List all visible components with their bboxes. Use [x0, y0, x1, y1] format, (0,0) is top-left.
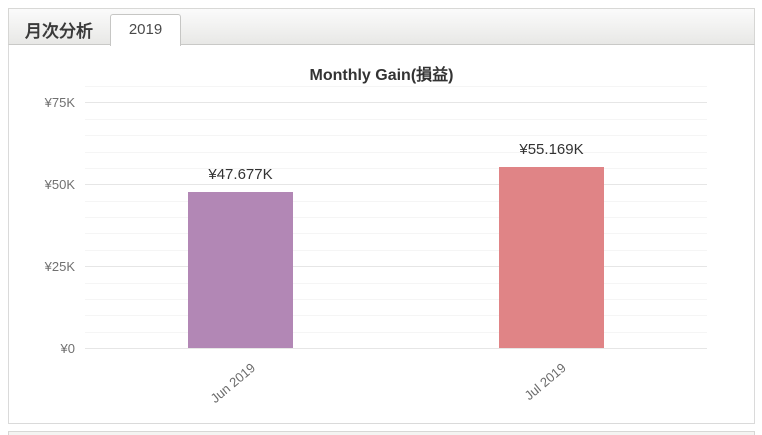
minor-gridline-35	[85, 233, 707, 235]
major-gridline-50	[85, 184, 707, 186]
bar-jun-2019[interactable]	[188, 191, 293, 348]
x-axis-label-jun-2019: Jun 2019	[207, 360, 259, 406]
minor-gridline-30	[85, 249, 707, 251]
minor-gridline-60	[85, 151, 707, 153]
minor-gridline-45	[85, 200, 707, 202]
minor-gridline-80	[85, 86, 707, 87]
y-axis-label-50: ¥50K	[44, 177, 75, 193]
panel-header: 月次分析 2019	[8, 8, 755, 46]
minor-gridline-65	[85, 135, 707, 137]
y-axis-label-0: ¥0	[60, 341, 75, 356]
minor-gridline-5	[85, 331, 707, 333]
y-axis-label-25: ¥25K	[44, 259, 75, 275]
major-gridline-75	[85, 102, 707, 104]
plot-area: ¥0 ¥25K ¥50K ¥75K ¥47.677K Jun 2019 ¥55.169K Ju…	[45, 86, 707, 406]
tab-2019[interactable]: 2019	[110, 14, 181, 46]
minor-gridline-10	[85, 315, 707, 317]
major-gridline-0	[85, 348, 707, 349]
next-section-edge	[8, 431, 755, 435]
minor-gridline-15	[85, 298, 707, 300]
value-label-jul-2019: ¥55.169K	[519, 141, 584, 159]
minor-gridline-20	[85, 282, 707, 284]
major-gridline-25	[85, 266, 707, 268]
chart-card: Monthly Gain(損益) ¥0 ¥25K ¥50K ¥75K ¥47.677K J…	[8, 45, 755, 424]
minor-gridline-70	[85, 118, 707, 120]
chart-title: Monthly Gain(損益)	[309, 67, 454, 84]
y-axis-label-75: ¥75K	[44, 95, 75, 111]
value-label-jun-2019: ¥47.677K	[208, 165, 273, 183]
minor-gridline-40	[85, 217, 707, 218]
x-axis-label-jul-2019: Jul 2019	[521, 360, 570, 404]
minor-gridline-55	[85, 167, 707, 169]
panel-title: 月次分析	[25, 22, 93, 41]
bar-jul-2019[interactable]	[499, 167, 604, 348]
